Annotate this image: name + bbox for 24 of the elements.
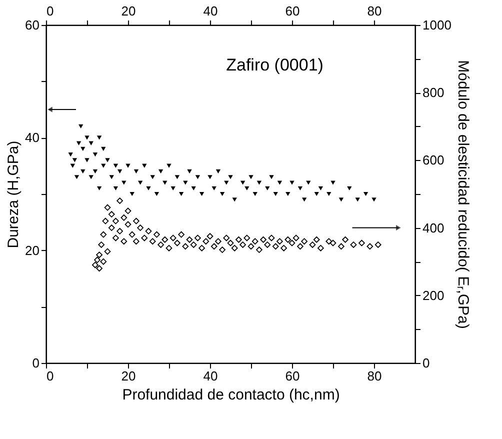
y-tick-label: 60 bbox=[25, 18, 40, 32]
x2-tick-label: 20 bbox=[121, 4, 136, 18]
y2-tick-label: 1000 bbox=[422, 18, 452, 32]
y2-axis-title: Módulo de elesticidad reducido( Eᵣ,GPa) bbox=[454, 60, 472, 329]
x2-tick-label: 60 bbox=[285, 4, 300, 18]
y2-tick-label: 600 bbox=[422, 152, 444, 168]
x-tick-label: 40 bbox=[203, 368, 218, 384]
x-axis-title: Profundidad de contacto (hc,nm) bbox=[122, 386, 340, 404]
text: Zafiro (0001) bbox=[226, 56, 324, 75]
x-tick-label: 20 bbox=[121, 368, 136, 384]
x2-tick-label: 0 bbox=[46, 4, 54, 18]
y2-tick-label: 0 bbox=[422, 356, 430, 370]
y2-tick-label: 800 bbox=[422, 85, 444, 100]
y2-tick-label: 200 bbox=[422, 288, 444, 303]
y-tick-label: 0 bbox=[32, 356, 40, 370]
x-tick-label: 0 bbox=[46, 368, 54, 384]
y-tick-label: 40 bbox=[25, 130, 40, 146]
y2-tick-label: 400 bbox=[422, 220, 444, 236]
x2-tick-label: 80 bbox=[367, 4, 382, 18]
x-tick-label: 60 bbox=[285, 368, 300, 384]
x2-tick-label: 40 bbox=[203, 4, 218, 18]
x-tick-label: 80 bbox=[367, 368, 382, 384]
y-axis-title: Dureza (H,GPa) bbox=[5, 140, 22, 248]
y-tick-label: 20 bbox=[25, 242, 40, 258]
